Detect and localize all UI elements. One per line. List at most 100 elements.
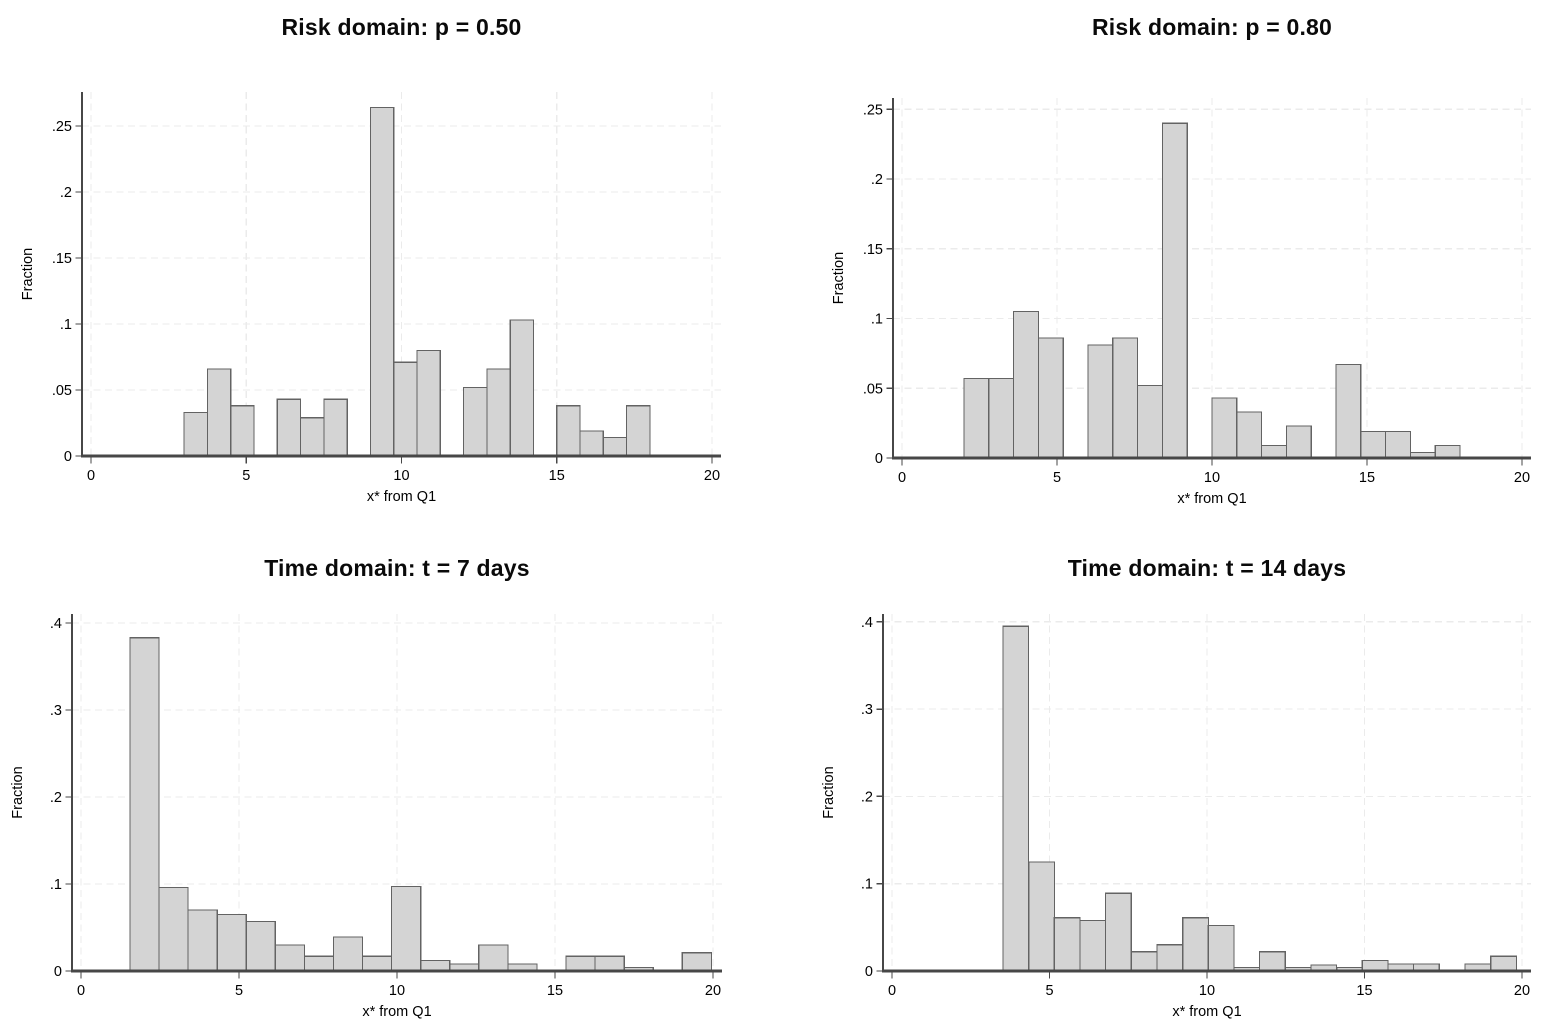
histogram-bar	[216, 913, 247, 972]
histogram-bar	[276, 398, 302, 457]
histogram-bar	[463, 386, 488, 457]
x-tick-label: 15	[547, 983, 563, 999]
histogram-plot-time-7days: 0 5 10 15 20 0 .1 .2 .3 .4 x* from Q1 Fraction	[10, 614, 722, 1020]
axes	[75, 92, 721, 464]
x-axis-title: x* from Q1	[367, 489, 436, 505]
y-tick-label: .05	[863, 381, 883, 397]
histogram-bar	[602, 436, 628, 457]
x-tick-label: 15	[549, 468, 565, 484]
x-tick-label: 5	[235, 983, 243, 999]
y-axis-title: Fraction	[831, 252, 847, 304]
histogram-bar	[245, 920, 276, 972]
histogram-bars	[1002, 625, 1518, 972]
axes	[886, 98, 1531, 466]
x-tick-label: 5	[242, 468, 250, 484]
y-axis-title: Fraction	[10, 766, 26, 818]
x-tick-label: 15	[1359, 470, 1375, 486]
y-tick-label: .1	[50, 877, 62, 893]
x-axis-title: x* from Q1	[1172, 1004, 1241, 1020]
y-tick-label: .25	[52, 119, 72, 135]
gridlines	[893, 98, 1531, 457]
histogram-bar	[626, 405, 651, 457]
panel-time-7days: Time domain: t = 7 days 0 5 10 15 20 0 .1 .2 .3.…	[0, 514, 783, 1028]
x-tick-label: 20	[704, 468, 720, 484]
y-tick-label: .2	[861, 789, 873, 805]
histogram-bar	[1013, 310, 1040, 459]
x-tick-label: 10	[1204, 470, 1220, 486]
histogram-bar	[187, 909, 218, 972]
panel-time-14days: Time domain: t = 14 days 0 5 10 15 20 0 .1 .2 .3…	[783, 514, 1566, 1028]
histogram-bar	[509, 319, 535, 457]
y-axis-title: Fraction	[821, 766, 837, 818]
panel-risk-p050: Risk domain: p = 0.50 0 5 10 15 20 0 .05 .1 .15.…	[0, 0, 783, 514]
histogram-bar	[274, 944, 306, 972]
histogram-bar	[1037, 337, 1064, 459]
histogram-plot-time-14days: 0 5 10 15 20 0 .1 .2 .3 .4 x* from Q1 Fraction	[821, 614, 1531, 1020]
histogram-bar	[393, 361, 418, 457]
y-tick-label: .25	[863, 102, 883, 118]
histogram-bar	[565, 955, 596, 972]
y-tick-label: .3	[50, 703, 62, 719]
y-tick-label: .15	[863, 242, 883, 258]
histogram-bar	[361, 955, 393, 972]
histogram-bar	[988, 377, 1015, 459]
histogram-bar	[1207, 925, 1235, 972]
x-tick-label: 20	[1514, 983, 1530, 999]
histogram-bar	[1002, 625, 1030, 972]
histogram-bar	[556, 405, 581, 457]
x-tick-label: 0	[87, 468, 95, 484]
histogram-bar	[1490, 955, 1518, 972]
y-tick-label: .2	[50, 790, 62, 806]
histogram-bar	[1360, 430, 1387, 459]
y-tick-label: .05	[52, 383, 72, 399]
histogram-bar	[1087, 344, 1114, 459]
x-axis-title: x* from Q1	[362, 1004, 431, 1020]
histogram-bar	[1259, 951, 1286, 972]
x-tick-label: 0	[77, 983, 85, 999]
y-tick-label: .3	[861, 702, 873, 718]
histogram-bar	[1261, 444, 1288, 459]
x-tick-label: 10	[393, 468, 409, 484]
y-tick-label: 0	[875, 451, 883, 467]
x-tick-label: 20	[705, 983, 721, 999]
y-tick-label: 0	[54, 964, 62, 980]
histogram-bar	[303, 955, 335, 972]
histogram-bar	[1028, 861, 1055, 972]
histogram-plot-risk-p050: 0 5 10 15 20 0 .05 .1 .15 .2 .25 x* from Q1 Fraction	[20, 92, 721, 505]
x-tick-label: 0	[888, 983, 896, 999]
histogram-bar	[1335, 363, 1362, 459]
histogram-bar	[416, 349, 441, 457]
histogram-bar	[1130, 951, 1158, 972]
panel-title-risk-p050: Risk domain: p = 0.50	[281, 14, 522, 40]
histogram-bar	[1079, 919, 1107, 972]
histogram-bar	[963, 377, 990, 459]
histogram-bar	[594, 955, 625, 972]
histogram-bar	[420, 959, 451, 972]
y-tick-label: .1	[871, 312, 883, 328]
histogram-bar	[1361, 959, 1389, 972]
axes	[876, 614, 1531, 979]
histogram-bar	[1161, 122, 1188, 459]
histogram-plot-risk-p080: 0 5 10 15 20 0 .05 .1 .15 .2 .25 x* from Q1 Fraction	[831, 98, 1531, 507]
histogram-bar	[486, 368, 511, 457]
histogram-bars	[129, 637, 713, 972]
histogram-bar	[332, 936, 364, 972]
x-tick-label: 10	[1199, 983, 1215, 999]
x-tick-label: 20	[1514, 470, 1530, 486]
y-tick-label: 0	[865, 964, 873, 980]
histogram-bar	[391, 886, 422, 972]
histogram-bars	[183, 106, 651, 457]
panel-title-time-14days: Time domain: t = 14 days	[1067, 555, 1347, 581]
x-tick-label: 15	[1356, 983, 1372, 999]
histogram-bars	[963, 122, 1461, 459]
histogram-bar	[1156, 944, 1184, 972]
histogram-bar	[1053, 917, 1081, 972]
x-tick-label: 5	[1053, 470, 1061, 486]
x-tick-label: 5	[1045, 983, 1053, 999]
histogram-bar	[1137, 384, 1164, 459]
y-tick-label: .1	[60, 317, 72, 333]
histogram-bar	[369, 106, 395, 457]
y-tick-label: .1	[861, 877, 873, 893]
y-tick-label: .15	[52, 251, 72, 267]
